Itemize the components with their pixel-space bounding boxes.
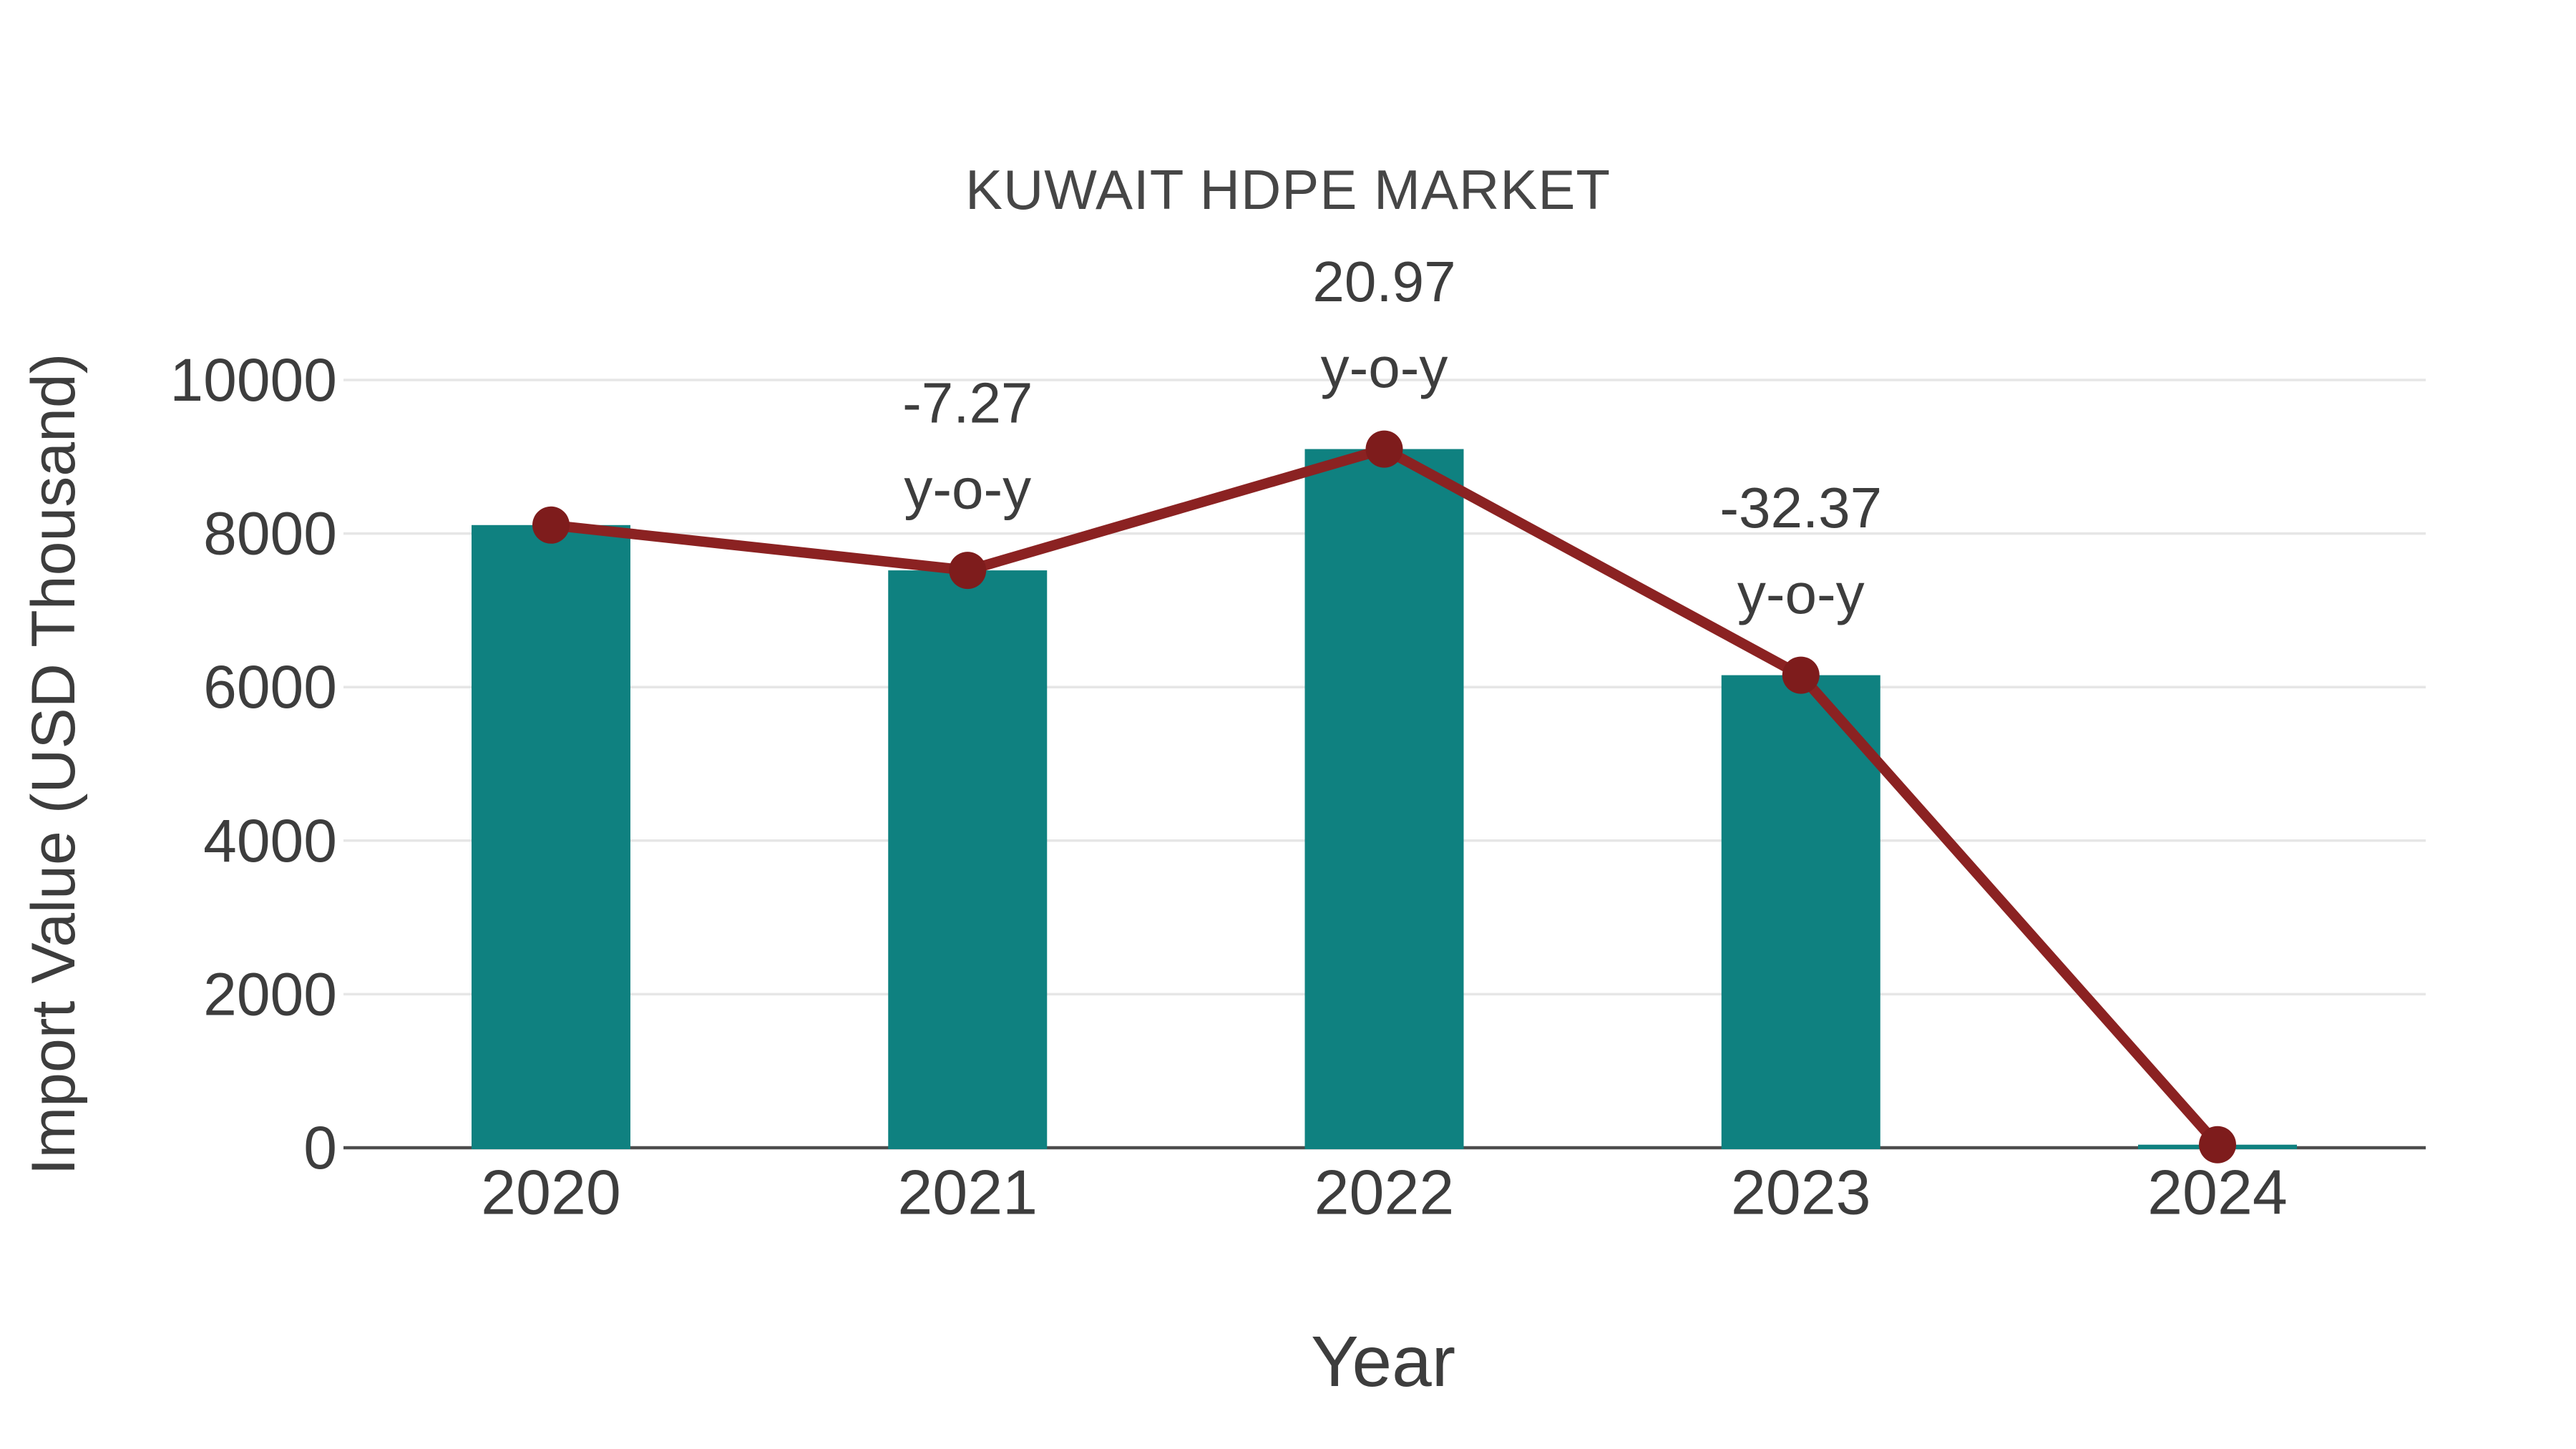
x-tick-label-2021: 2021 (897, 1157, 1038, 1228)
bar-2021 (888, 570, 1048, 1149)
marker-2022 (1365, 430, 1403, 468)
y-tick-label-4000: 4000 (203, 807, 337, 874)
annotation-2021-value: -7.27 (902, 371, 1033, 435)
x-tick-label-2022: 2022 (1314, 1157, 1455, 1228)
bar-2023 (1721, 675, 1880, 1149)
x-tick-label-2024: 2024 (2147, 1157, 2288, 1228)
marker-2024 (2199, 1126, 2236, 1163)
annotation-2023-suffix: y-o-y (1737, 562, 1865, 625)
x-axis-title: Year (1310, 1322, 1456, 1402)
x-tick-label-2023: 2023 (1731, 1157, 1871, 1228)
x-tick-label-2020: 2020 (481, 1157, 621, 1228)
y-tick-label-6000: 6000 (203, 653, 337, 721)
bar-2020 (472, 525, 630, 1149)
bar-2022 (1304, 449, 1464, 1149)
annotation-2022-suffix: y-o-y (1321, 336, 1448, 399)
marker-2021 (949, 552, 987, 590)
marker-2020 (532, 506, 570, 544)
annotation-2023-value: -32.37 (1719, 476, 1882, 540)
y-tick-label-8000: 8000 (203, 500, 337, 567)
annotation-2022-value: 20.97 (1312, 250, 1455, 313)
y-tick-label-2000: 2000 (203, 960, 337, 1028)
y-tick-label-10000: 10000 (170, 346, 337, 414)
chart-title: KUWAIT HDPE MARKET (965, 158, 1611, 221)
annotation-2021-suffix: y-o-y (904, 457, 1031, 521)
marker-2023 (1782, 656, 1820, 694)
y-tick-label-0: 0 (303, 1114, 337, 1181)
